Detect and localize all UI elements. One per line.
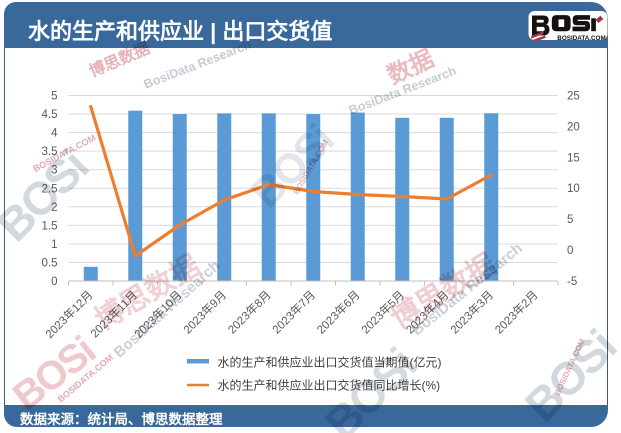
svg-text:BOSIDATA.COM: BOSIDATA.COM [557, 35, 605, 41]
svg-text:2023年5月: 2023年5月 [358, 287, 407, 336]
svg-text:3.5: 3.5 [42, 146, 58, 158]
svg-text:1.5: 1.5 [42, 220, 58, 232]
svg-text:2023年4月: 2023年4月 [403, 287, 452, 336]
svg-text:10: 10 [567, 183, 580, 195]
svg-text:2023年8月: 2023年8月 [225, 287, 274, 336]
svg-text:2: 2 [51, 201, 57, 213]
svg-text:20: 20 [567, 121, 580, 133]
svg-text:4: 4 [51, 127, 58, 139]
svg-text:3: 3 [51, 164, 57, 176]
svg-text:2023年6月: 2023年6月 [314, 287, 363, 336]
svg-text:25: 25 [567, 90, 580, 102]
svg-text:0: 0 [51, 276, 57, 288]
svg-text:15: 15 [567, 152, 580, 164]
svg-text:2023年3月: 2023年3月 [447, 287, 496, 336]
svg-text:2023年7月: 2023年7月 [269, 287, 318, 336]
svg-text:0.5: 0.5 [42, 257, 58, 269]
svg-text:水的生产和供应业出口交货值当期值(亿元): 水的生产和供应业出口交货值当期值(亿元) [218, 354, 442, 369]
svg-text:2023年9月: 2023年9月 [180, 287, 229, 336]
svg-text:1: 1 [51, 238, 57, 250]
svg-text:2023年2月: 2023年2月 [492, 287, 541, 336]
svg-text:水的生产和供应业出口交货值同比增长(%): 水的生产和供应业出口交货值同比增长(%) [218, 377, 441, 392]
svg-text:2023年10月: 2023年10月 [131, 287, 184, 340]
svg-text:2023年12月: 2023年12月 [42, 287, 95, 340]
svg-text:2.5: 2.5 [42, 183, 58, 195]
svg-text:5: 5 [567, 214, 573, 226]
svg-text:0: 0 [567, 245, 573, 257]
svg-text:5: 5 [51, 90, 57, 102]
svg-text:4.5: 4.5 [42, 109, 58, 121]
svg-text:-5: -5 [567, 276, 577, 288]
